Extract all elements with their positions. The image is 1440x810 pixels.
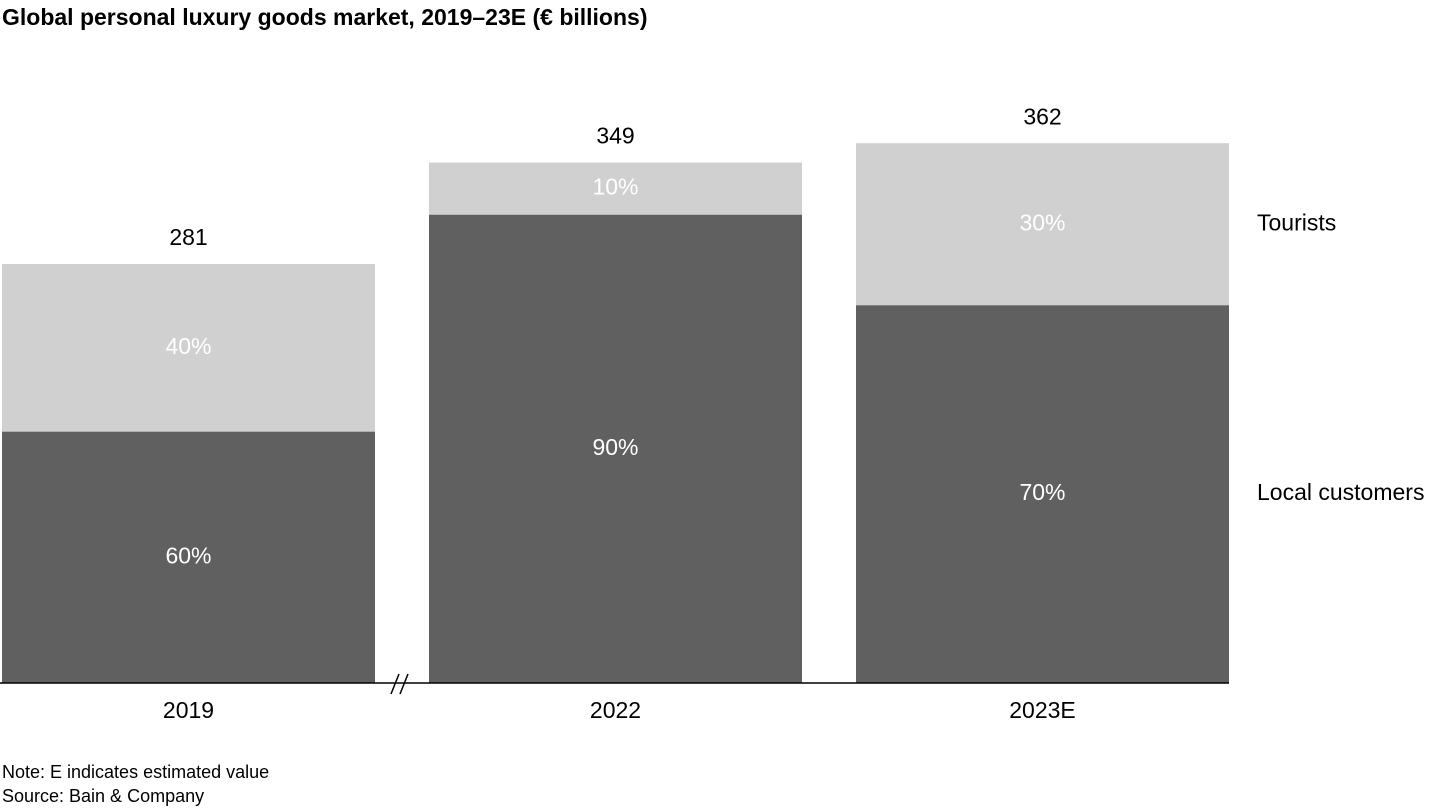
chart-note: Note: E indicates estimated value: [2, 762, 270, 782]
legend-label-local-customers: Local customers: [1257, 479, 1424, 505]
bar-segment-2022-tourists: [429, 162, 802, 215]
bar-segment-2023E-local-customers: [856, 305, 1229, 683]
segment-label-2023E-local-customers: 70%: [1019, 479, 1065, 505]
total-label-2019: 281: [169, 224, 207, 250]
total-label-2022: 349: [596, 123, 634, 149]
category-label-2023E: 2023E: [1009, 697, 1076, 723]
segment-label-2019-tourists: 40%: [165, 333, 211, 359]
bar-segment-2019-tourists: [2, 264, 375, 432]
bar-segment-2022-local-customers: [429, 214, 802, 684]
legend-label-tourists: Tourists: [1257, 209, 1336, 235]
category-label-2022: 2022: [590, 697, 641, 723]
segment-label-2022-tourists: 10%: [592, 174, 638, 200]
axis-break-mark-1: [390, 673, 400, 695]
chart-source: Source: Bain & Company: [2, 786, 205, 806]
chart-title: Global personal luxury goods market, 201…: [2, 4, 648, 30]
bar-segment-2019-local-customers: [2, 431, 375, 683]
axis-break-mark-2: [399, 673, 409, 695]
bar-segment-2023E-tourists: [856, 143, 1229, 306]
segment-label-2023E-tourists: 30%: [1019, 209, 1065, 235]
segment-label-2022-local-customers: 90%: [592, 434, 638, 460]
segment-label-2019-local-customers: 60%: [165, 542, 211, 568]
category-label-2019: 2019: [163, 697, 214, 723]
total-label-2023E: 362: [1023, 103, 1061, 129]
